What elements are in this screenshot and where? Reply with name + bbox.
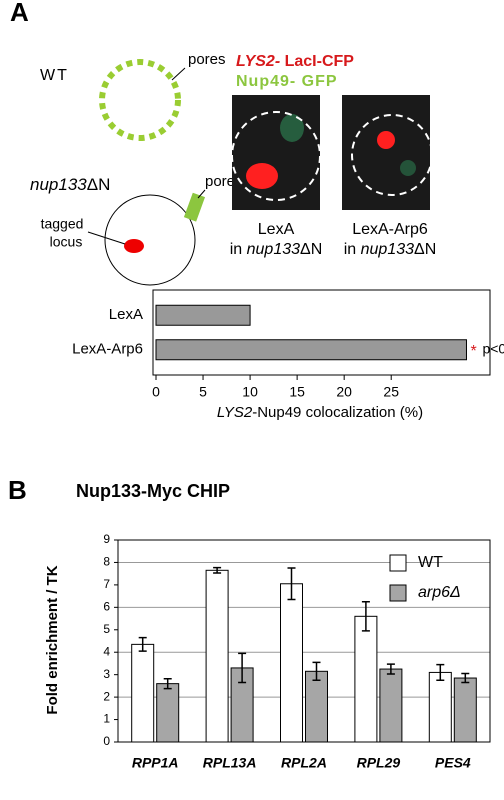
y-tick-label: 0	[103, 734, 110, 748]
plot-frame	[117, 539, 491, 743]
caption: LexA	[258, 221, 295, 238]
text: ΔN	[87, 175, 111, 194]
y-tick-label: LexA-Arp6	[72, 341, 143, 358]
error-bar	[436, 663, 445, 682]
y-tick-label: 3	[103, 667, 110, 681]
y-axis-label: Fold enrichment / TK	[44, 565, 61, 714]
bar	[131, 643, 155, 743]
x-tick-label: 15	[289, 384, 305, 400]
x-tick-label: RPP1A	[132, 755, 179, 771]
text: in	[230, 241, 247, 258]
x-tick-label: RPL29	[357, 755, 401, 771]
micrograph	[342, 95, 430, 210]
bar	[155, 304, 251, 326]
text: LYS2	[217, 404, 253, 421]
red-signal	[246, 163, 278, 189]
text: LYS2-	[236, 53, 280, 70]
y-tick-label: 2	[103, 689, 110, 703]
pointer	[197, 189, 206, 199]
mutant-nucleus	[104, 194, 196, 286]
annotation: *	[470, 343, 476, 360]
legend-green: Nup49- GFP	[236, 73, 338, 90]
micrograph	[232, 95, 320, 210]
x-tick-label: RPL2A	[281, 755, 327, 771]
x-tick-label: 20	[336, 384, 352, 400]
caption: LexA-Arp6	[352, 221, 428, 238]
legend-red: LYS2- LacI-CFP	[236, 53, 354, 70]
y-tick-label: 8	[103, 555, 110, 569]
red-signal	[377, 131, 395, 149]
y-tick-label: 5	[103, 622, 110, 636]
y-tick-label: 9	[103, 532, 110, 546]
x-axis-label: LYS2-Nup49 colocalization (%)	[217, 404, 423, 421]
error-bar	[361, 600, 370, 632]
text: ΔN	[414, 241, 436, 258]
error-bar	[238, 652, 247, 684]
y-tick-label: 4	[103, 644, 110, 658]
x-tick-label: 10	[242, 384, 258, 400]
x-tick-label: 25	[383, 384, 399, 400]
error-bar	[138, 636, 147, 652]
bar	[428, 671, 452, 743]
bar	[156, 683, 180, 743]
outline	[231, 111, 321, 201]
bar	[453, 677, 477, 743]
y-tick-label: 1	[103, 712, 110, 726]
pores-label: pores	[188, 51, 226, 68]
green-signal	[400, 160, 416, 176]
text: -Nup49 colocalization (%)	[252, 404, 423, 421]
error-bar	[461, 672, 470, 684]
chart-title: Nup133-Myc CHIP	[76, 481, 230, 501]
text: nup133	[247, 241, 300, 258]
x-tick-label: 5	[199, 384, 207, 400]
error-bar	[163, 677, 172, 690]
y-tick-label: 7	[103, 577, 110, 591]
legend-swatch	[389, 584, 407, 602]
x-tick-label: 0	[152, 384, 160, 400]
legend-label: WT	[418, 554, 443, 571]
text: ΔN	[300, 241, 322, 258]
error-bar	[287, 567, 296, 601]
wt-label: WT	[40, 67, 69, 84]
pointer	[171, 67, 186, 81]
legend-swatch	[389, 554, 407, 572]
locus	[124, 239, 144, 253]
panel-label: A	[10, 0, 29, 27]
legend-label: arp6Δ	[418, 584, 461, 601]
annotation: p<0.01	[482, 340, 504, 356]
bar	[379, 668, 403, 743]
error-bar	[312, 661, 321, 682]
pointer	[87, 231, 126, 245]
tagged-label: tagged	[41, 216, 84, 232]
text: nup133	[30, 175, 87, 194]
bar	[305, 670, 328, 743]
panel-label: B	[8, 475, 27, 505]
caption: in nup133ΔN	[230, 241, 323, 258]
outline	[351, 114, 433, 196]
bar	[280, 583, 303, 743]
wt-nucleus	[99, 59, 181, 141]
plot-frame	[152, 289, 491, 376]
error-bar	[386, 663, 395, 675]
tagged-label: locus	[50, 234, 83, 250]
mutant-label: nup133ΔN	[30, 175, 110, 194]
x-tick-label: RPL13A	[203, 755, 257, 771]
bar	[354, 615, 378, 743]
text: LacI-CFP	[280, 53, 354, 70]
text: in	[344, 241, 361, 258]
error-bar	[213, 566, 222, 574]
text: nup133	[361, 241, 414, 258]
pore-cluster	[183, 192, 206, 222]
x-tick-label: PES4	[435, 755, 471, 771]
y-tick-label: 6	[103, 600, 110, 614]
green-signal	[280, 114, 304, 142]
bar	[155, 339, 467, 361]
caption: in nup133ΔN	[344, 241, 437, 258]
y-tick-label: LexA	[109, 306, 143, 323]
bar	[205, 569, 229, 743]
